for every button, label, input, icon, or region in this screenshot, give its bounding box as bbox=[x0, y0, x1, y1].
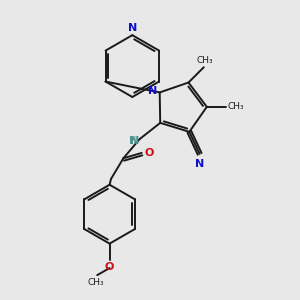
Text: CH₃: CH₃ bbox=[227, 102, 244, 111]
Text: O: O bbox=[105, 262, 114, 272]
Text: O: O bbox=[144, 148, 153, 158]
Text: H: H bbox=[129, 136, 136, 146]
Text: CH₃: CH₃ bbox=[87, 278, 104, 287]
Text: N: N bbox=[195, 159, 204, 169]
Text: CH₃: CH₃ bbox=[196, 56, 213, 65]
Text: N: N bbox=[148, 86, 157, 96]
Text: N: N bbox=[128, 23, 137, 33]
Text: N: N bbox=[130, 136, 140, 146]
